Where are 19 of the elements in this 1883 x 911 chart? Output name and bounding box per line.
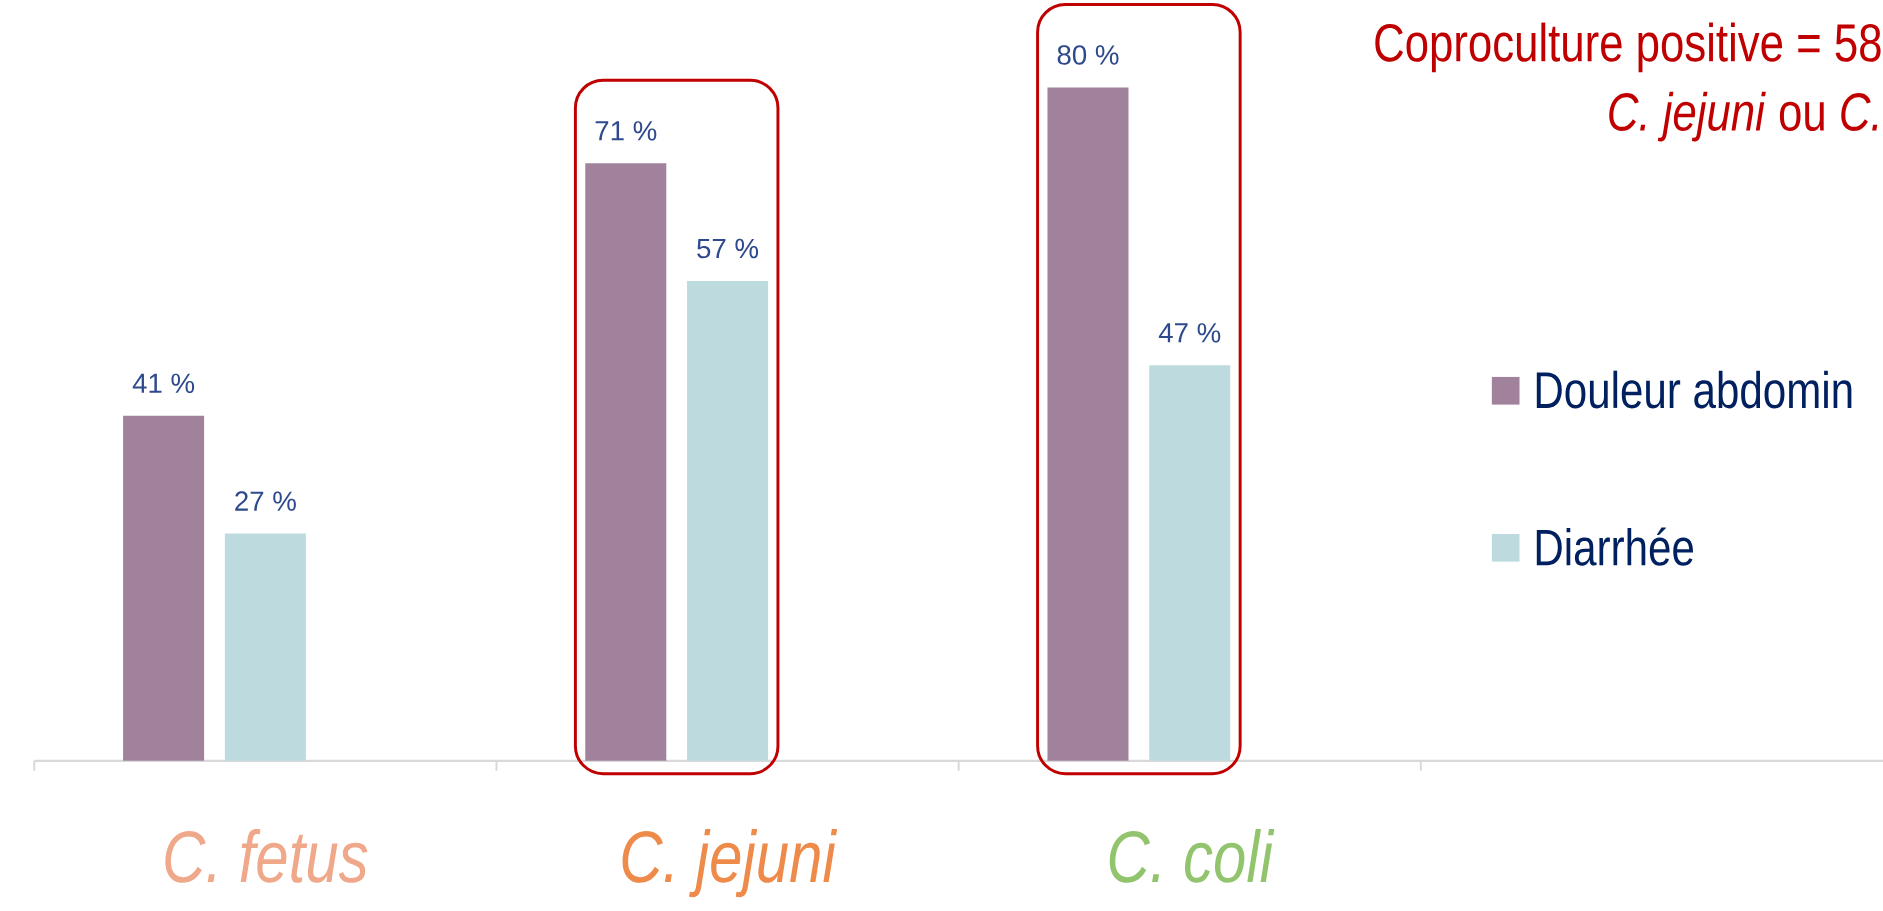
legend-label: Diarrhée xyxy=(1536,527,1694,566)
bar xyxy=(1047,87,1129,761)
data-label: 57 % xyxy=(697,238,759,259)
bar xyxy=(687,281,769,761)
bar xyxy=(585,163,667,761)
chart-title: Coproculture positive = 58 xyxy=(1375,22,1881,73)
bar xyxy=(123,415,205,761)
data-label: 71 % xyxy=(595,121,657,141)
bar xyxy=(224,533,306,761)
data-label: 80 % xyxy=(1057,45,1119,65)
data-label: 47 % xyxy=(1158,323,1221,343)
data-label: 41 % xyxy=(132,373,195,393)
x-tick-label: C. coli xyxy=(1109,829,1275,883)
x-tick-label: C. fetus xyxy=(165,829,368,883)
legend-label: Douleur abdomin xyxy=(1536,370,1852,409)
data-label: 27 % xyxy=(235,491,296,511)
chart-subtitle: C. jejuni ou C. xyxy=(1609,91,1878,142)
x-tick-label: C. jejuni xyxy=(622,829,838,898)
bar xyxy=(1149,365,1231,761)
